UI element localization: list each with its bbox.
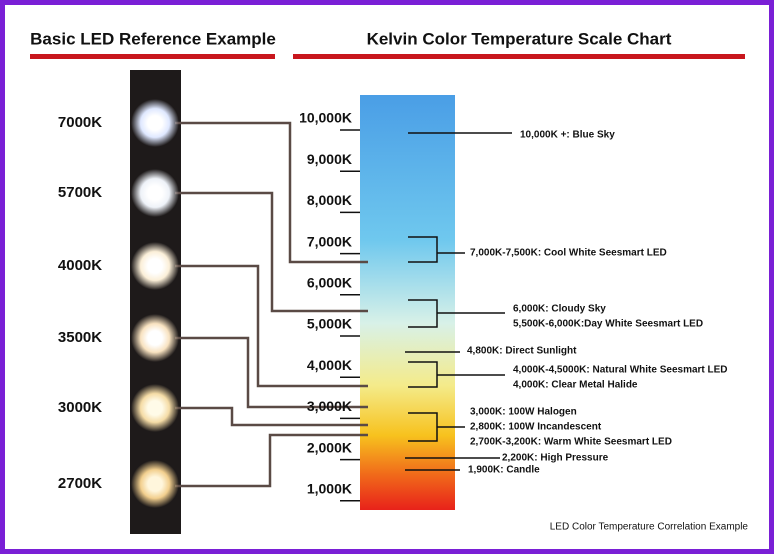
- brackets: [405, 132, 512, 471]
- led-label: 3000K: [58, 399, 102, 416]
- tick-label: 2,000K: [307, 439, 352, 455]
- annotation: 3,000K: 100W Halogen: [470, 407, 577, 418]
- left-title: Basic LED Reference Example: [30, 29, 276, 48]
- tick-label: 9,000K: [307, 151, 352, 167]
- tick-label: 7,000K: [307, 233, 352, 249]
- annotation: 2,800K: 100W Incandescent: [470, 422, 602, 433]
- tick-label: 10,000K: [299, 110, 352, 126]
- led: [131, 314, 179, 362]
- annotation: 7,000K-7,500K: Cool White Seesmart LED: [470, 248, 667, 259]
- annotation: 1,900K: Candle: [468, 465, 540, 476]
- led-label: 2700K: [58, 475, 102, 492]
- tick-label: 1,000K: [307, 481, 352, 497]
- led-label: 3500K: [58, 329, 102, 346]
- tick-label: 3,000K: [307, 398, 352, 414]
- led-label: 7000K: [58, 114, 102, 131]
- underline: [293, 54, 745, 59]
- tick-label: 5,000K: [307, 316, 352, 332]
- tick-label: 4,000K: [307, 357, 352, 373]
- led: [131, 242, 179, 290]
- underline: [30, 54, 275, 59]
- led: [131, 99, 179, 147]
- annotation: 4,000K-4,5000K: Natural White Seesmart L…: [513, 365, 728, 376]
- led: [131, 169, 179, 217]
- tick-label: 8,000K: [307, 192, 352, 208]
- kelvin-scale: [360, 95, 455, 510]
- right-title: Kelvin Color Temperature Scale Chart: [367, 29, 672, 48]
- led-strip: [130, 70, 181, 534]
- led: [131, 384, 179, 432]
- annotation: 2,700K-3,200K: Warm White Seesmart LED: [470, 437, 672, 448]
- annotation: 4,000K: Clear Metal Halide: [513, 380, 638, 391]
- led-label: 5700K: [58, 184, 102, 201]
- connectors: [175, 121, 368, 488]
- led-label: 4000K: [58, 257, 102, 274]
- annotation: 6,000K: Cloudy Sky: [513, 304, 606, 315]
- annotation: 2,200K: High Pressure: [502, 453, 609, 464]
- tick-label: 6,000K: [307, 275, 352, 291]
- annotation: 4,800K: Direct Sunlight: [467, 346, 577, 357]
- annotation: 10,000K +: Blue Sky: [520, 130, 615, 141]
- led: [131, 460, 179, 508]
- annotation: 5,500K-6,000K:Day White Seesmart LED: [513, 319, 703, 330]
- footer: LED Color Temperature Correlation Exampl…: [550, 522, 749, 533]
